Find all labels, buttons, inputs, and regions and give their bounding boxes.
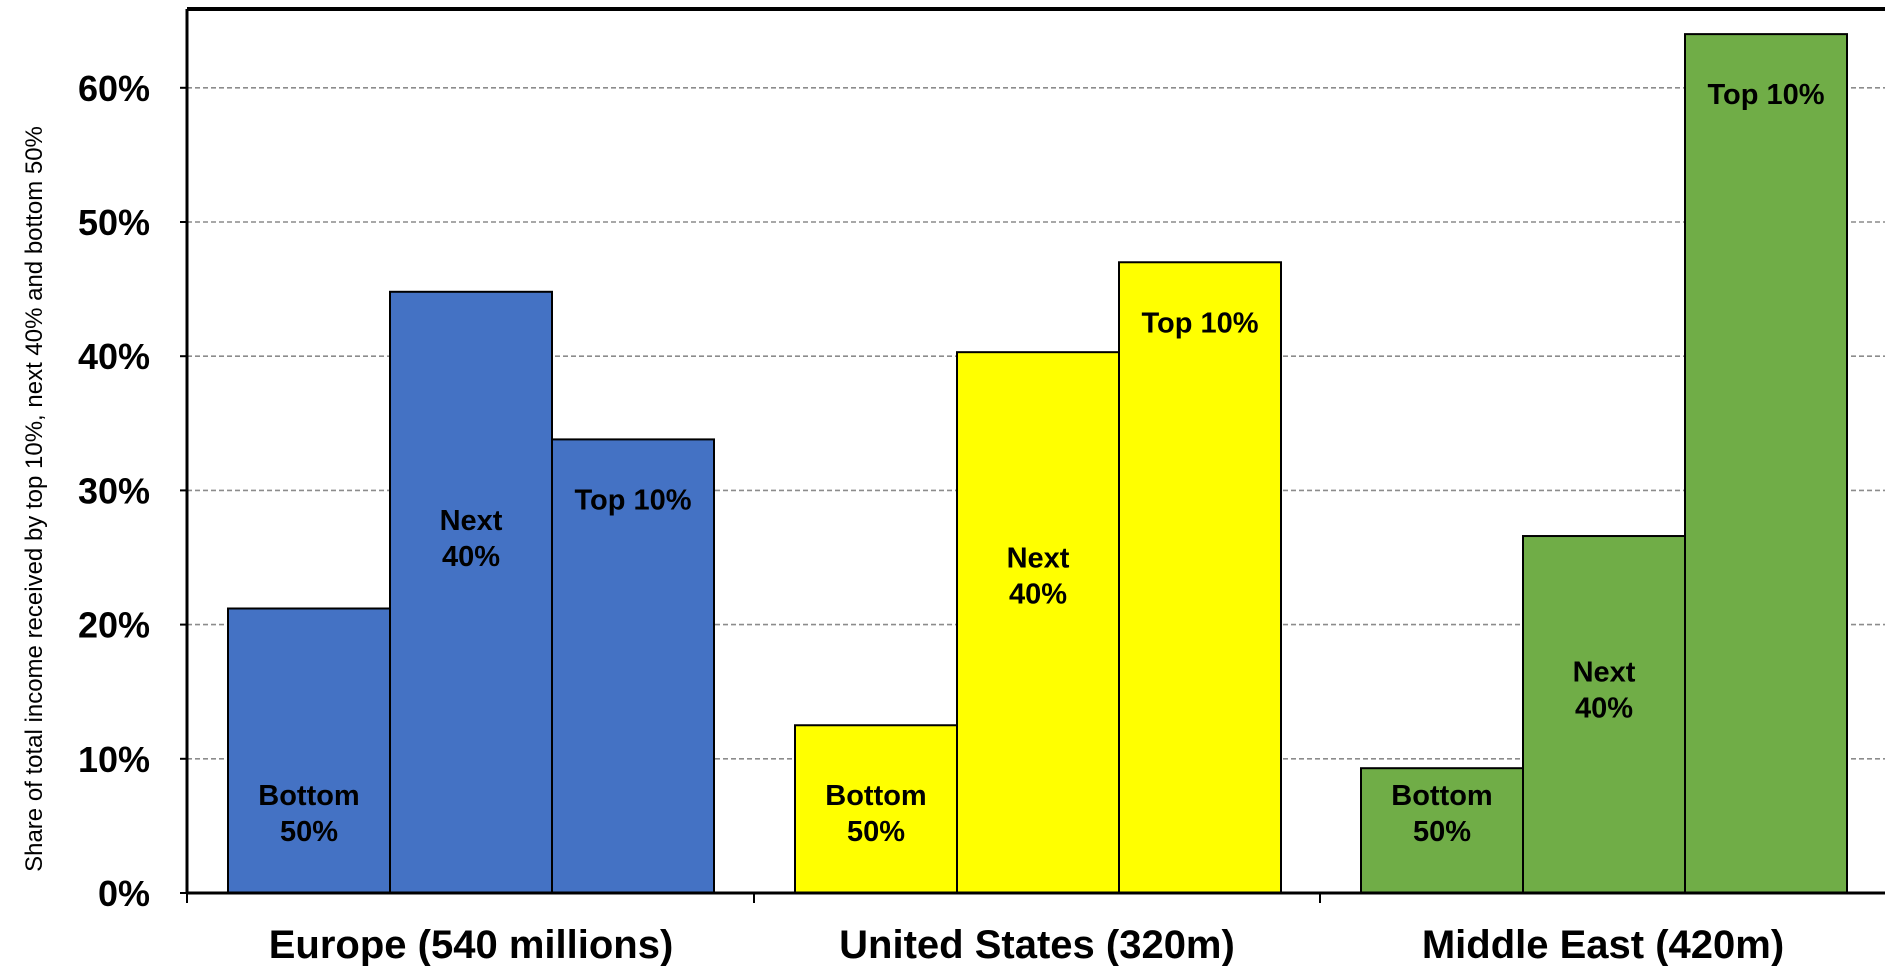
y-tick-label: 30% [78,470,150,511]
bar [794,724,958,894]
bar-data-label: Bottom [825,780,926,812]
bar [227,607,391,894]
y-tick-label: 50% [78,202,150,243]
bar [956,351,1120,894]
y-tick-label: 60% [78,68,150,109]
y-tick-label: 20% [78,605,150,646]
bar-data-label: Next [440,505,503,537]
bar [389,290,553,894]
x-category-label: Middle East (420m) [1422,923,1784,966]
bar-data-label: 40% [1009,579,1067,611]
bar-data-label: 40% [1575,693,1633,725]
bar-data-label: Bottom [258,780,359,812]
bar-data-label: 50% [847,816,905,848]
y-axis-label: Share of total income received by top 10… [21,126,48,872]
bars: Bottom 50% Next 40% Top 10% Bottom 50% Next 40% T… [227,33,1848,895]
y-tick-label: 0% [98,873,150,914]
bar-data-label: 50% [280,816,338,848]
bar-data-label: Next [1573,657,1636,689]
y-tick-label: 10% [78,739,150,780]
bar [1118,261,1282,894]
bar-data-label: Next [1007,543,1070,575]
bar-data-label: Top 10% [1707,79,1824,111]
x-category-label: Europe (540 millions) [269,923,674,966]
x-axis-categories: Europe (540 millions) United States (320m… [269,923,1784,966]
bar [1684,33,1848,895]
bar-data-label: Bottom [1391,780,1492,812]
bar-data-label: Top 10% [1141,307,1258,339]
bar-data-label: Top 10% [574,484,691,516]
bar [551,438,715,894]
bar-data-label: 40% [442,541,500,573]
bar-data-label: 50% [1413,816,1471,848]
x-category-label: United States (320m) [839,923,1235,966]
y-axis-ticks: 0% 10% 20% 30% 40% 50% 60% [78,68,187,914]
plot-frame [185,7,1885,903]
bar [1360,767,1524,894]
y-tick-label: 40% [78,336,150,377]
